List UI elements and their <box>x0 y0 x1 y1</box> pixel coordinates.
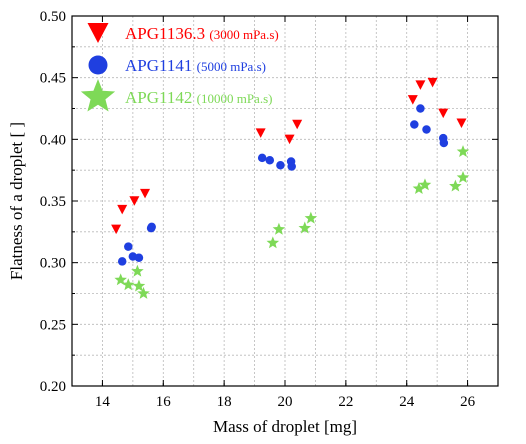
data-point <box>255 128 266 138</box>
legend: APG1136.3 (3000 mPa.s) APG1141 (5000 mPa.… <box>80 23 279 112</box>
data-point <box>456 118 467 129</box>
data-point <box>131 264 144 277</box>
data-point <box>266 236 280 249</box>
legend-label: APG1141 (5000 mPa.s) <box>125 56 266 75</box>
legend-label: APG1136.3 (3000 mPa.s) <box>125 24 279 43</box>
x-tick-label: 22 <box>338 394 353 410</box>
data-point <box>147 222 156 232</box>
grid-layer <box>72 16 498 386</box>
x-axis-label: Mass of droplet [mg] <box>213 417 357 436</box>
y-axis-label: Flatness of a droplet [ ] <box>7 122 26 280</box>
y-tick-label: 0.35 <box>40 194 66 210</box>
data-point <box>456 170 470 183</box>
data-point <box>137 286 150 299</box>
points-layer <box>111 77 470 299</box>
legend-item: APG1142 (10000 mPa.s) <box>80 79 272 112</box>
data-point <box>129 196 140 206</box>
series-APG1142 <box>114 145 470 299</box>
ticks-layer: 14 16 18 20 22 24 26 0.20 0.25 0.30 0.35 0.40 0.45 0.… <box>40 9 498 410</box>
data-point <box>122 278 135 291</box>
x-tick-label: 20 <box>278 394 293 410</box>
x-tick-label: 16 <box>156 394 172 410</box>
legend-item: APG1136.3 (3000 mPa.s) <box>87 23 279 43</box>
legend-series-detail: (10000 mPa.s) <box>197 91 273 106</box>
x-tick-label: 14 <box>95 394 111 410</box>
legend-marker <box>87 23 109 43</box>
data-point <box>415 80 426 90</box>
legend-marker <box>80 79 116 112</box>
legend-series-detail: (5000 mPa.s) <box>197 59 266 74</box>
data-point <box>292 119 303 130</box>
data-point <box>456 145 470 158</box>
data-point <box>117 204 128 215</box>
data-point <box>111 224 122 235</box>
y-tick-label: 0.45 <box>40 71 66 87</box>
data-point <box>284 134 295 145</box>
data-point <box>304 211 318 224</box>
y-tick-label: 0.40 <box>40 132 66 148</box>
data-point <box>410 120 419 129</box>
y-tick-label: 0.25 <box>40 317 66 333</box>
data-point <box>416 104 425 113</box>
legend-marker <box>88 55 108 75</box>
data-point <box>298 221 312 234</box>
series-APG1136.3 <box>111 77 467 235</box>
data-point <box>140 188 151 199</box>
legend-series-detail: (3000 mPa.s) <box>209 27 278 42</box>
data-point <box>124 242 133 251</box>
data-point <box>418 178 432 191</box>
data-point <box>114 273 127 286</box>
data-point <box>265 156 275 165</box>
data-point <box>438 108 449 119</box>
data-point <box>412 182 426 195</box>
legend-item: APG1141 (5000 mPa.s) <box>88 55 266 75</box>
x-tick-label: 24 <box>399 394 415 410</box>
data-point <box>407 95 418 105</box>
data-point <box>272 222 286 235</box>
legend-series-name: APG1142 <box>125 88 197 107</box>
data-point <box>117 257 127 266</box>
data-point <box>439 138 449 148</box>
x-tick-label: 26 <box>460 394 476 410</box>
data-point <box>134 253 144 262</box>
data-point <box>287 162 296 171</box>
y-tick-label: 0.50 <box>40 9 66 25</box>
data-point <box>427 77 438 88</box>
x-tick-label: 18 <box>217 394 232 410</box>
legend-label: APG1142 (10000 mPa.s) <box>125 88 272 107</box>
data-point <box>422 125 431 134</box>
series-APG1141 <box>117 104 449 266</box>
data-point <box>276 160 285 170</box>
legend-series-name: APG1136.3 <box>125 24 209 43</box>
legend-series-name: APG1141 <box>125 56 197 75</box>
data-point <box>132 279 146 292</box>
data-point <box>449 179 462 192</box>
data-point <box>257 153 267 163</box>
y-tick-label: 0.30 <box>40 256 66 272</box>
y-tick-label: 0.20 <box>40 379 66 395</box>
